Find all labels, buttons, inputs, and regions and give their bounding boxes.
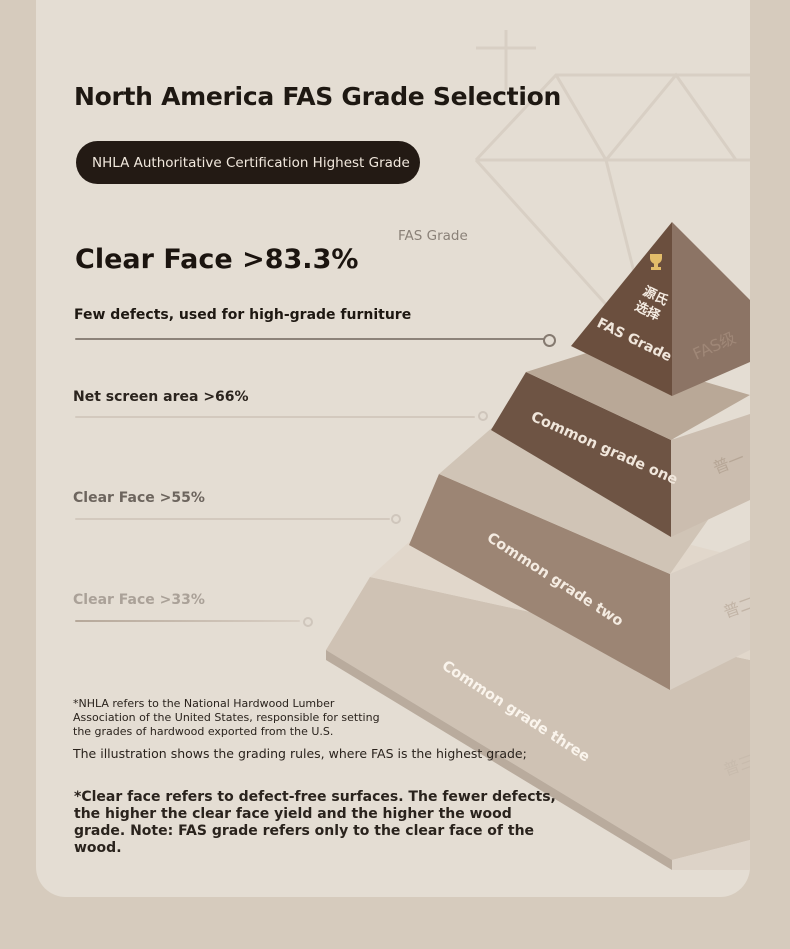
- tier2-face: [491, 372, 671, 537]
- tier4-side: [672, 840, 750, 870]
- nhla-footnote: *NHLA refers to the National Hardwood Lu…: [73, 697, 380, 738]
- tier3-face: [409, 474, 670, 690]
- level-marker-dot: [543, 334, 556, 347]
- illustration-note: The illustration shows the grading rules…: [73, 746, 527, 761]
- level-marker-dot: [303, 617, 313, 627]
- divider-line: [75, 620, 300, 622]
- level-marker-dot: [391, 514, 401, 524]
- common-one-label: Net screen area >66%: [73, 389, 249, 405]
- certification-badge: NHLA Authoritative Certification Highest…: [76, 141, 420, 184]
- divider-line: [75, 416, 475, 418]
- grade-pyramid: 源氏 选择 FAS Grade FAS级 Common grade one 普一…: [326, 222, 750, 870]
- tier2-side: [671, 414, 750, 537]
- fas-grade-caption: FAS Grade: [398, 228, 468, 244]
- content-card: North America FAS Grade Selection NHLA A…: [36, 0, 750, 897]
- fas-description: Few defects, used for high-grade furnitu…: [74, 307, 412, 323]
- tier1-face: [571, 222, 672, 396]
- clear-face-fas-label: Clear Face >83.3%: [75, 244, 359, 275]
- common-two-label: Clear Face >55%: [73, 490, 205, 506]
- clear-face-footnote: *Clear face refers to defect-free surfac…: [74, 789, 556, 856]
- tier2-top: [526, 350, 750, 440]
- divider-line: [75, 338, 545, 340]
- trophy-icon: [650, 254, 662, 270]
- tier4-edge: [326, 650, 672, 870]
- page-title: North America FAS Grade Selection: [74, 82, 561, 111]
- tier3-side: [670, 540, 750, 690]
- divider-line: [75, 518, 390, 520]
- level-marker-dot: [478, 411, 488, 421]
- common-three-label: Clear Face >33%: [73, 592, 205, 608]
- tier1-side: [672, 222, 750, 396]
